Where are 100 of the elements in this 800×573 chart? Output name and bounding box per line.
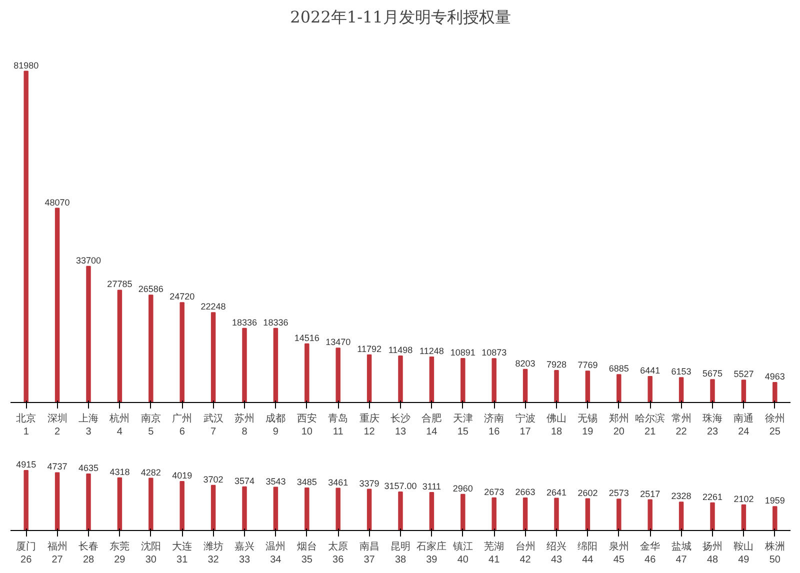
- bar: [242, 486, 247, 530]
- x-tick-label: 南昌 37: [359, 540, 380, 566]
- x-tick-label: 株洲 50: [764, 540, 785, 566]
- chart-title: 2022年1-11月发明专利授权量: [290, 8, 511, 26]
- data-label: 2663: [515, 487, 536, 498]
- bar: [648, 376, 652, 402]
- bar: [772, 506, 778, 530]
- data-label: 4737: [47, 462, 68, 472]
- x-tick-label: 佛山 18: [546, 412, 566, 438]
- bar: [117, 477, 122, 530]
- x-tick-label: 扬州 48: [702, 540, 722, 566]
- bar: [180, 302, 184, 402]
- data-label: 5527: [734, 369, 754, 380]
- x-tick-label: 徐州 25: [764, 412, 785, 438]
- x-tick-label: 镇江 40: [452, 540, 473, 566]
- x-tick-label: 绵阳 44: [578, 540, 598, 566]
- data-label: 3111: [422, 482, 442, 492]
- x-tick-label: 常州 22: [671, 412, 692, 438]
- bar: [585, 370, 590, 402]
- bar: [273, 486, 278, 530]
- data-label: 18336: [263, 317, 288, 328]
- data-label: 22248: [200, 302, 226, 312]
- bar: [366, 488, 372, 530]
- data-label: 3461: [328, 477, 348, 488]
- x-tick-label: 盐城 47: [671, 540, 692, 566]
- bar: [54, 208, 60, 402]
- data-label: 2673: [484, 486, 504, 497]
- x-tick-label: 鞍山 49: [734, 540, 754, 566]
- bar: [210, 312, 216, 402]
- data-label: 10873: [482, 348, 507, 358]
- x-tick-label: 苏州 8: [234, 412, 254, 438]
- data-label: 13470: [326, 337, 351, 348]
- x-tick-label: 石家庄 39: [416, 540, 447, 566]
- bar: [460, 494, 466, 530]
- bar: [117, 290, 122, 402]
- x-tick-label: 大连 31: [172, 540, 192, 566]
- data-label: 4318: [110, 466, 130, 477]
- bar: [336, 488, 340, 530]
- data-label: 2641: [546, 487, 567, 498]
- x-tick-label: 沈阳 30: [140, 540, 161, 566]
- bar: [148, 294, 154, 402]
- x-tick-label: 天津 15: [452, 412, 473, 438]
- bar: [710, 379, 715, 402]
- data-label: 3157.00: [384, 480, 417, 491]
- x-tick-label: 郑州 20: [608, 412, 629, 438]
- x-tick-label: 西安 10: [296, 412, 317, 438]
- data-label: 6441: [640, 365, 660, 376]
- bar: [304, 487, 310, 530]
- bar: [678, 377, 684, 402]
- bar: [273, 328, 278, 402]
- bar: [86, 266, 91, 402]
- x-tick-label: 武汉 7: [203, 412, 224, 438]
- bar: [522, 498, 528, 530]
- x-tick-label: 太原 36: [328, 540, 348, 566]
- x-tick-label: 温州 34: [266, 540, 286, 566]
- data-label: 3543: [266, 476, 286, 486]
- data-label: 10891: [450, 347, 476, 358]
- data-label: 26586: [138, 284, 164, 294]
- data-label: 2328: [671, 491, 692, 502]
- data-label: 18336: [232, 317, 258, 328]
- bar: [429, 356, 434, 402]
- bar: [242, 328, 247, 402]
- bar: [585, 498, 590, 530]
- x-tick-label: 金华 46: [640, 540, 660, 566]
- data-label: 4019: [172, 470, 192, 480]
- bar: [24, 70, 28, 402]
- data-label: 3702: [203, 474, 224, 484]
- bar: [429, 492, 434, 530]
- data-label: 4963: [764, 371, 785, 382]
- x-tick-label: 南通 24: [734, 412, 754, 438]
- bar: [554, 370, 559, 402]
- bar: [24, 470, 28, 530]
- bar: [148, 478, 154, 530]
- bar: [366, 354, 372, 402]
- data-label: 48070: [44, 197, 70, 208]
- data-label: 2261: [702, 492, 723, 502]
- bar: [741, 504, 746, 530]
- bar: [398, 356, 403, 402]
- x-tick-label: 珠海 23: [702, 412, 722, 438]
- x-tick-label: 无锡 19: [578, 414, 598, 438]
- bar: [772, 382, 778, 402]
- bar: [678, 502, 684, 530]
- x-tick-label: 绍兴 43: [546, 540, 566, 566]
- data-label: 27785: [107, 279, 132, 290]
- x-tick-label: 潍坊 32: [203, 540, 224, 566]
- x-tick-label: 北京 1: [16, 412, 36, 438]
- x-tick-label: 青岛 11: [328, 412, 348, 438]
- data-label: 24720: [170, 292, 195, 302]
- bar: [210, 484, 216, 530]
- x-tick-label: 深圳 2: [47, 412, 68, 438]
- data-label: 3379: [359, 478, 380, 488]
- data-label: 2960: [452, 483, 473, 494]
- x-tick-label: 芜湖 41: [484, 540, 504, 566]
- x-tick-label: 宁波 17: [515, 412, 536, 438]
- data-label: 6153: [671, 366, 692, 377]
- x-tick-label: 台州 42: [515, 540, 536, 566]
- bar: [180, 480, 184, 530]
- data-label: 11248: [420, 346, 444, 356]
- bar: [304, 343, 310, 402]
- data-label: 8203: [515, 358, 536, 368]
